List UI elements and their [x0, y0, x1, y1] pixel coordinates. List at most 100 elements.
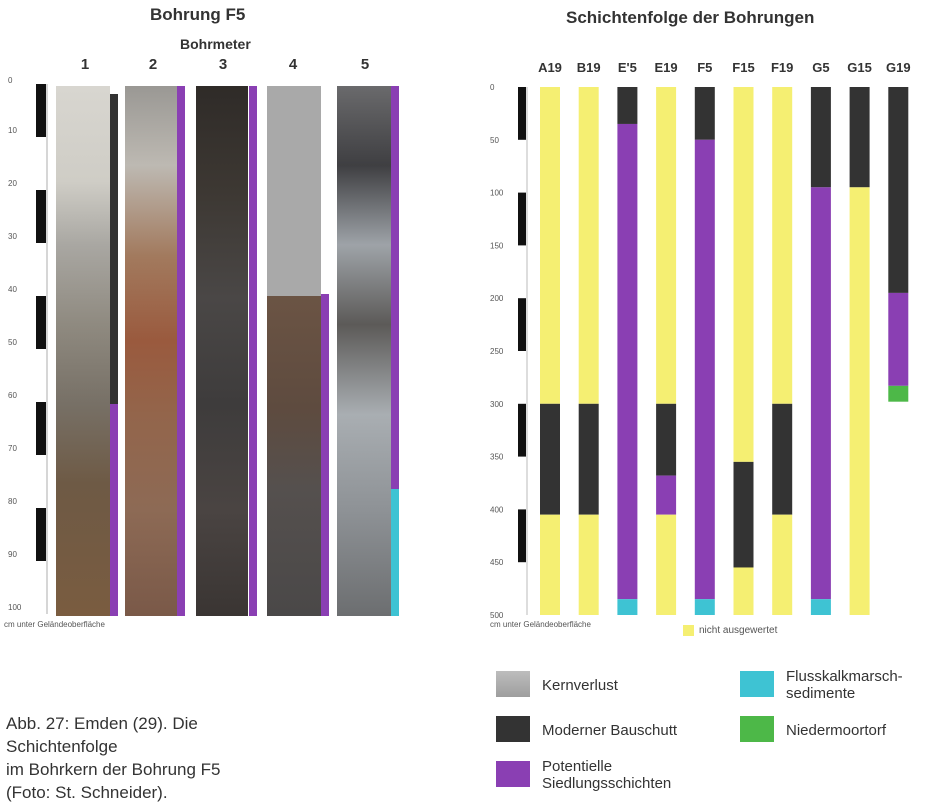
left-tick-0: 0	[8, 76, 13, 85]
y-tick-label: 0	[490, 83, 495, 92]
column-number-5: 5	[360, 56, 370, 73]
ruler-block	[518, 403, 526, 457]
layer-segment	[656, 87, 677, 404]
legend-label-bauschutt: Moderner Bauschutt	[542, 722, 678, 739]
layer-segment	[540, 87, 560, 404]
layer-segment	[810, 187, 831, 600]
left-tick-90: 90	[8, 550, 17, 559]
y-axis-label: cm unter Geländeoberfläche	[490, 620, 592, 629]
boring-label: F19	[771, 60, 793, 75]
column-number-3: 3	[218, 56, 228, 73]
boring-label: F15	[732, 60, 754, 75]
core-4-kernverlust	[267, 86, 321, 296]
y-tick-label: 400	[490, 505, 504, 514]
layer-segment	[694, 599, 715, 615]
layer-segment	[888, 385, 909, 402]
left-title: Bohrung F5	[150, 5, 246, 24]
nicht-ausgewertet-label: nicht ausgewertet	[699, 625, 778, 636]
boring-label: G19	[886, 60, 911, 75]
layer-segment	[733, 567, 754, 615]
layer-segment	[540, 514, 560, 615]
legend-swatch-moor	[740, 716, 774, 742]
legend-swatch-siedlung	[496, 761, 530, 787]
nicht-ausgewertet-swatch	[683, 625, 694, 636]
left-tick-80: 80	[8, 497, 17, 506]
boring-label: B19	[577, 60, 601, 75]
legend-label-siedlung-2: Siedlungsschichten	[542, 775, 672, 792]
layer-segment	[578, 403, 599, 515]
column-number-2: 2	[148, 56, 158, 73]
layer-segment	[617, 87, 638, 124]
legend-swatch-bauschutt	[496, 716, 530, 742]
y-tick-label: 500	[490, 611, 504, 620]
core-3-siedlung-bar	[249, 86, 257, 616]
layer-segment	[772, 87, 793, 404]
core-photo-3	[196, 86, 248, 616]
boring-label: G5	[812, 60, 829, 75]
layer-segment	[656, 475, 677, 515]
boring-label: F5	[697, 60, 712, 75]
core-photo-5	[337, 86, 391, 616]
layer-segment	[656, 403, 677, 476]
layer-segment	[733, 87, 754, 462]
layer-segment	[772, 514, 793, 615]
layer-segment	[617, 599, 638, 615]
layer-segment	[849, 87, 870, 188]
caption-line-3: (Foto: St. Schneider).	[6, 783, 168, 802]
ruler-graphic	[36, 84, 48, 614]
column-number-1: 1	[80, 56, 90, 73]
boring-label: E'5	[618, 60, 637, 75]
layer-segment	[540, 403, 560, 515]
legend-label-fluss-2: sedimente	[786, 685, 856, 702]
left-tick-40: 40	[8, 285, 17, 294]
layer-segment	[810, 599, 831, 615]
layer-segment	[888, 87, 909, 293]
caption-line-2: im Bohrkern der Bohrung F5	[6, 760, 221, 779]
chart-title: Schichtenfolge der Bohrungen	[566, 8, 815, 27]
left-tick-20: 20	[8, 179, 17, 188]
core-1-siedlung-bar	[110, 404, 118, 616]
left-tick-70: 70	[8, 444, 17, 453]
ruler-block	[518, 192, 526, 246]
column-number-4: 4	[288, 56, 298, 73]
y-tick-label: 50	[490, 136, 499, 145]
core-5-fluss-bar	[391, 489, 399, 616]
caption-line-1: Abb. 27: Emden (29). Die Schichtenfolge	[6, 714, 198, 756]
layer-segment	[694, 87, 715, 140]
left-tick-100: 100	[8, 603, 22, 612]
layer-segment	[694, 139, 715, 600]
boring-label: E19	[655, 60, 678, 75]
ruler-block	[518, 509, 526, 563]
layer-segment	[888, 292, 909, 386]
core-2-siedlung-bar	[177, 86, 185, 616]
core-4-siedlung-bar	[321, 294, 329, 616]
layer-segment	[578, 87, 599, 404]
layer-segment	[810, 87, 831, 188]
layer-segment	[617, 123, 638, 600]
legend-label-fluss-1: Flusskalkmarsch-	[786, 668, 903, 685]
y-tick-label: 300	[490, 400, 504, 409]
layer-segment	[733, 461, 754, 568]
legend-label-kernverlust: Kernverlust	[542, 677, 618, 694]
layer-segment	[656, 514, 677, 615]
y-tick-label: 450	[490, 558, 504, 567]
left-tick-10: 10	[8, 126, 17, 135]
core-photo-1	[56, 86, 110, 616]
left-tick-50: 50	[8, 338, 17, 347]
ruler-block	[518, 87, 526, 140]
y-tick-label: 350	[490, 453, 504, 462]
left-tick-30: 30	[8, 232, 17, 241]
figure-caption: Abb. 27: Emden (29). Die Schichtenfolge …	[6, 712, 306, 804]
y-tick-label: 150	[490, 241, 504, 250]
legend-swatch-kernverlust	[496, 671, 530, 697]
stratigraphy-chart: 0 50 100 150 200 250 300 350 400 450 500 cm unter G…	[476, 55, 932, 645]
y-tick-label: 100	[490, 189, 504, 198]
legend-swatch-fluss	[740, 671, 774, 697]
core-5-siedlung-bar	[391, 86, 399, 489]
depth-ruler	[4, 78, 54, 618]
layer-segment	[772, 403, 793, 515]
boring-label: A19	[538, 60, 562, 75]
layer-segment	[849, 187, 870, 615]
legend-label-siedlung-1: Potentielle	[542, 758, 613, 775]
